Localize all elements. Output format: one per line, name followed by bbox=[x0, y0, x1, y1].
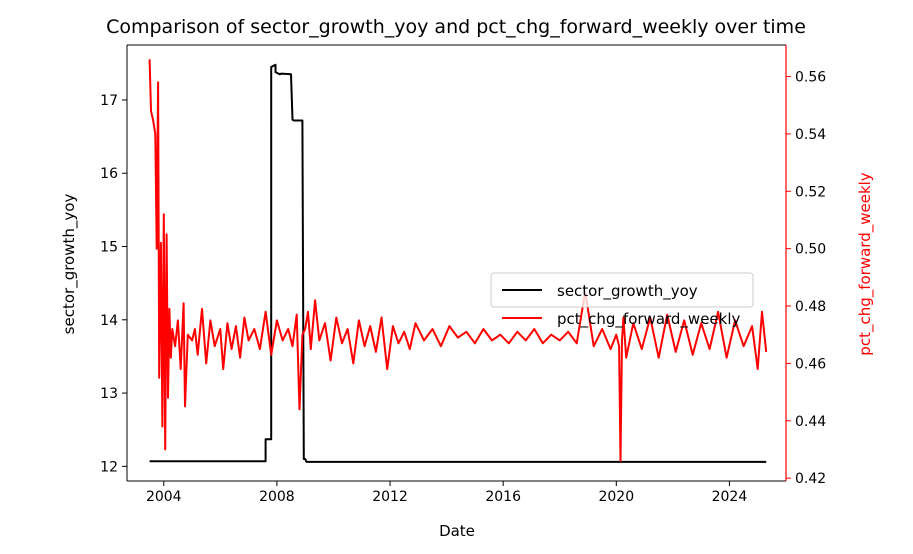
y-left-tick-label: 16 bbox=[100, 166, 118, 182]
legend-label-pct-chg-forward-weekly: pct_chg_forward_weekly bbox=[557, 310, 741, 329]
y-left-tick-label: 14 bbox=[100, 313, 118, 329]
y-left-tick-label: 13 bbox=[100, 386, 118, 402]
x-axis-label: Date bbox=[439, 522, 475, 540]
y-right-axis-label: pct_chg_forward_weekly bbox=[856, 172, 875, 356]
y-right-tick-label: 0.48 bbox=[795, 299, 826, 315]
y-left-tick-label: 15 bbox=[100, 240, 118, 256]
y-left-axis-label: sector_growth_yoy bbox=[60, 194, 79, 335]
y-right-tick-label: 0.54 bbox=[795, 127, 826, 143]
chart-title: Comparison of sector_growth_yoy and pct_… bbox=[106, 16, 806, 38]
x-tick-label: 2016 bbox=[485, 489, 521, 505]
x-tick-label: 2012 bbox=[372, 489, 408, 505]
y-right-tick-label: 0.52 bbox=[795, 184, 826, 200]
series-line-sector-growth-yoy bbox=[149, 63, 767, 463]
legend-label-sector-growth-yoy: sector_growth_yoy bbox=[557, 282, 698, 301]
x-tick-label: 2024 bbox=[712, 489, 748, 505]
x-tick-label: 2020 bbox=[598, 489, 634, 505]
y-left-tick-label: 17 bbox=[100, 93, 118, 109]
y-right-tick-label: 0.42 bbox=[795, 471, 826, 487]
x-tick-label: 2008 bbox=[259, 489, 295, 505]
plot-area: 2004 2008 2012 2016 2020 2024 12 13 14 15 16 17 0.42… bbox=[100, 44, 826, 505]
legend-box bbox=[490, 272, 754, 308]
y-right-tick-label: 0.46 bbox=[795, 356, 826, 372]
y-right-tick-label: 0.56 bbox=[795, 70, 826, 86]
y-right-tick-label: 0.44 bbox=[795, 414, 826, 430]
series-line-pct-chg-forward-weekly bbox=[148, 59, 768, 462]
x-tick-label: 2004 bbox=[146, 489, 182, 505]
y-right-tick-label: 0.50 bbox=[795, 242, 826, 258]
y-left-tick-label: 12 bbox=[100, 459, 118, 475]
